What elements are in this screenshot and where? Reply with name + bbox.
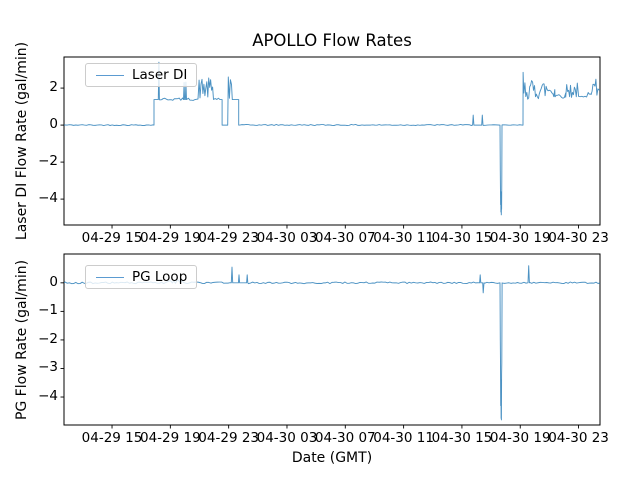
legend-label-laser-di: Laser DI	[132, 67, 188, 83]
legend-line-sample-icon	[96, 276, 124, 278]
x-axis-label: Date (GMT)	[291, 450, 373, 466]
legend-laser-di: Laser DI	[85, 63, 198, 87]
legend-line-sample-icon	[96, 74, 124, 76]
legend-pg-loop: PG Loop	[85, 265, 198, 289]
legend-label-pg-loop: PG Loop	[132, 269, 188, 285]
chart-title: APOLLO Flow Rates	[252, 31, 412, 50]
